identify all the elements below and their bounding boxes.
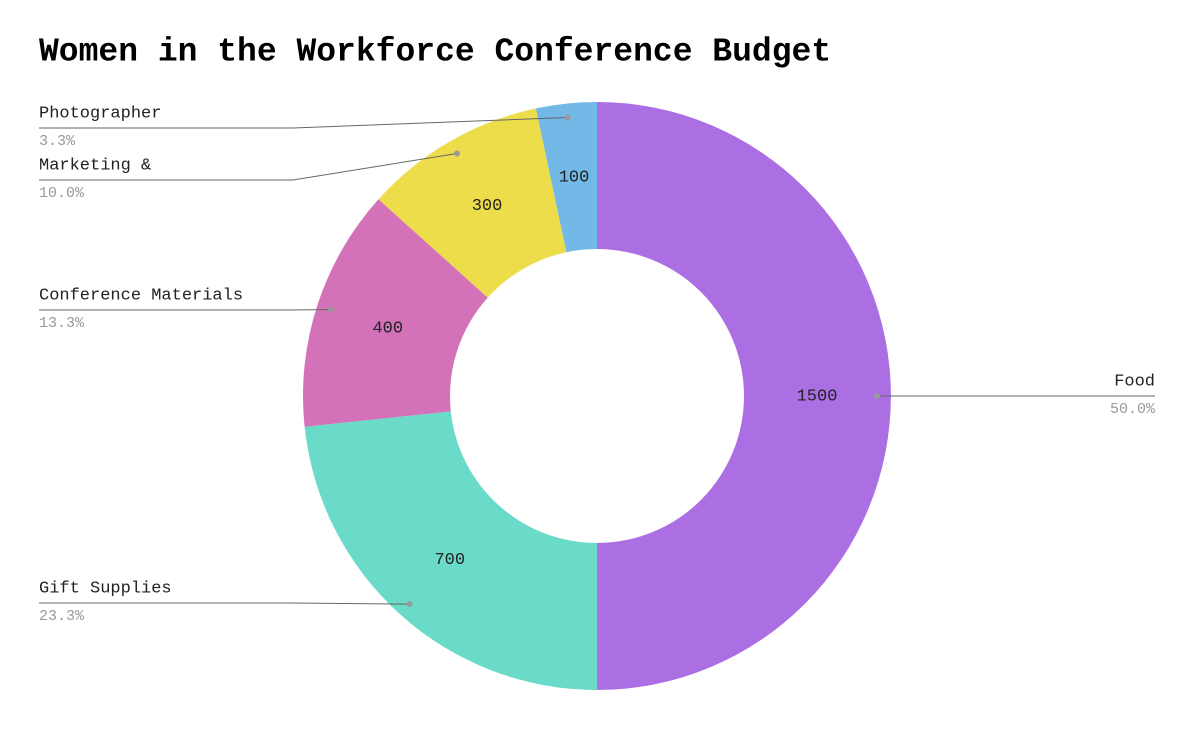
legend-label: Conference Materials — [39, 286, 243, 305]
legend-label: Marketing & — [39, 156, 151, 175]
leader-line — [39, 602, 410, 605]
legend-label: Photographer — [39, 104, 161, 123]
slice — [304, 411, 597, 690]
leader-dot — [564, 114, 571, 121]
data-label: 400 — [372, 320, 403, 339]
percent-label: 13.3% — [39, 315, 85, 332]
percent-label: 3.3% — [39, 133, 76, 150]
leader-line — [39, 117, 568, 129]
leader-dot — [327, 306, 334, 313]
data-label: 1500 — [797, 387, 838, 406]
data-label: 700 — [434, 551, 465, 570]
leader-line — [39, 153, 458, 181]
slice — [378, 108, 567, 298]
slice — [597, 102, 891, 690]
chart-title: Women in the Workforce Conference Budget — [39, 34, 831, 71]
leader-dot — [874, 393, 880, 399]
legend-label: Food — [1114, 372, 1155, 391]
percent-label: 50.0% — [1110, 401, 1156, 418]
data-label: 100 — [559, 169, 590, 188]
data-label: 300 — [472, 197, 503, 216]
leader-dot — [406, 601, 413, 608]
percent-label: 10.0% — [39, 185, 85, 202]
leader-line — [39, 308, 331, 311]
slice — [535, 102, 597, 253]
leader-dot — [454, 150, 460, 157]
legend-label: Gift Supplies — [39, 579, 172, 598]
slice — [302, 199, 488, 427]
percent-label: 23.3% — [39, 608, 85, 625]
